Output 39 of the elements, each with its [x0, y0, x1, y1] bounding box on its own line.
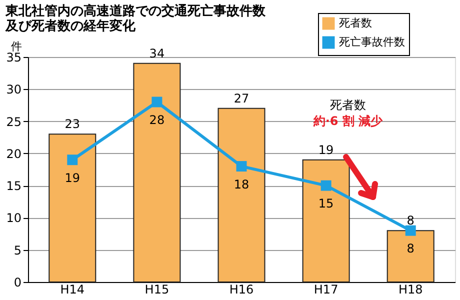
- x-tick-label: H17: [314, 282, 338, 296]
- data-label: 15: [318, 196, 334, 211]
- bar: [302, 159, 350, 282]
- x-tick-label: H16: [229, 282, 254, 296]
- data-label: 19: [64, 170, 80, 185]
- y-tick-label: 5: [14, 243, 22, 258]
- data-label: 28: [149, 113, 165, 127]
- bar: [48, 134, 96, 282]
- chart-title: 東北社管内の高速道路での交通死亡事故件数及び死者数の経年変化: [4, 3, 267, 34]
- data-label: 23: [64, 117, 80, 132]
- data-label: 34: [149, 46, 165, 60]
- y-axis-title: 件: [11, 40, 22, 53]
- point: [236, 161, 247, 172]
- legend-label: 死者数: [339, 16, 372, 30]
- bar: [133, 62, 181, 282]
- y-tick-label: 15: [6, 179, 22, 194]
- point: [405, 225, 416, 236]
- y-tick-label: 20: [6, 146, 22, 161]
- x-tick-label: H18: [398, 282, 423, 296]
- data-label: 18: [234, 177, 250, 192]
- x-tick-label: H15: [144, 282, 170, 296]
- y-tick-label: 25: [6, 114, 22, 129]
- data-label: 8: [406, 214, 414, 228]
- data-label: 27: [234, 91, 250, 106]
- point: [67, 154, 78, 166]
- y-tick-label: 30: [6, 82, 22, 97]
- annotation: 約·6 割 減少: [312, 114, 384, 128]
- y-tick-label: 35: [6, 50, 22, 64]
- y-tick-label: 10: [6, 211, 22, 226]
- data-label: 19: [318, 142, 334, 157]
- annotation: 死者数: [330, 98, 366, 112]
- data-label: 8: [406, 242, 414, 256]
- bar: [386, 230, 434, 282]
- point: [320, 180, 332, 191]
- point: [152, 96, 162, 108]
- y-tick-label: 0: [14, 276, 22, 290]
- x-tick-label: H14: [60, 282, 85, 296]
- legend-label: 死亡事故件数: [339, 36, 405, 48]
- bar: [218, 108, 266, 282]
